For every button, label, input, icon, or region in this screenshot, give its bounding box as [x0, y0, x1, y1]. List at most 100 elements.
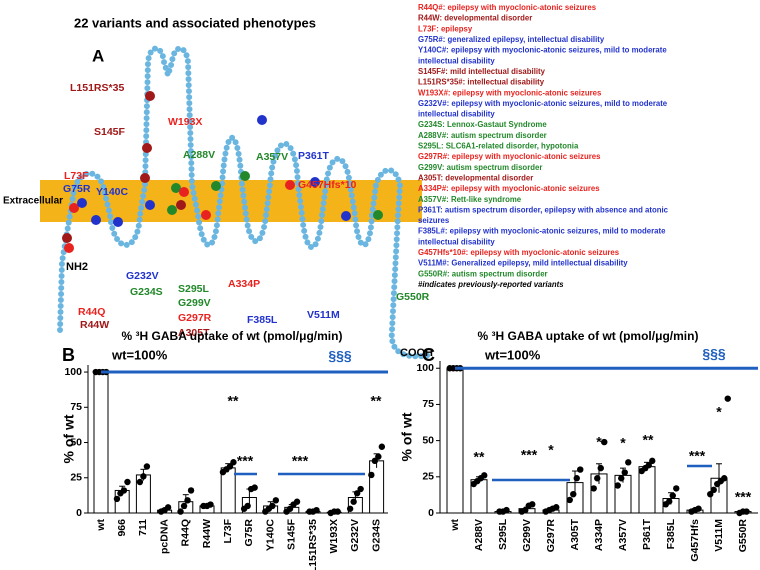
chart-title: % ³H GABA uptake of wt (pmol/μg/min)	[478, 329, 699, 343]
membrane-label: Extracellular	[3, 196, 63, 207]
data-point	[244, 502, 251, 510]
x-tick-label: G299V	[521, 519, 533, 552]
data-point	[721, 475, 728, 482]
variant-dot	[77, 198, 87, 208]
data-point	[577, 466, 584, 473]
x-tick-label: S295L	[497, 518, 509, 550]
annotation: **	[371, 393, 382, 409]
data-point	[184, 497, 191, 504]
data-point	[573, 475, 580, 482]
variant-dot	[373, 210, 383, 220]
legend-entry: G457Hfs*10#: epilepsy with myoclonic-ato…	[418, 248, 620, 257]
variant-label: G297R	[178, 312, 212, 324]
data-point	[371, 457, 379, 465]
variant-label: F385L	[247, 314, 278, 326]
y-tick-label: 25	[70, 472, 82, 484]
data-point	[649, 457, 656, 465]
legend-entry: L73F: epilepsy	[418, 24, 473, 33]
legend-entry: R44Q#: epilepsy with myoclonic-atonic se…	[418, 3, 597, 12]
data-point	[293, 498, 301, 505]
data-point	[357, 485, 364, 493]
diagram-title: 22 variants and associated phenotypes	[74, 15, 316, 30]
variant-label: R44Q	[78, 306, 105, 318]
data-point	[353, 490, 361, 497]
variant-dot	[257, 115, 267, 125]
variant-dot	[113, 217, 123, 227]
x-tick-label: R44W	[201, 519, 213, 548]
y-tick-label: 75	[70, 401, 82, 413]
data-point	[594, 475, 601, 482]
variant-label: S295L	[178, 283, 210, 295]
variant-label: G75R	[63, 183, 91, 195]
x-tick-label: A357V	[617, 519, 629, 551]
legend-entry: G550R#: autism spectrum disorder	[418, 269, 548, 278]
data-point	[645, 462, 652, 469]
variant-dot	[310, 177, 320, 187]
data-point	[743, 508, 750, 515]
x-tick-label: S145F	[286, 518, 298, 550]
legend-entry: A334P#: epilepsy with myoclonic-atonic s…	[418, 184, 600, 193]
data-point	[601, 438, 608, 446]
annotation: **	[643, 432, 654, 448]
variant-dot	[145, 91, 155, 101]
annotation: **	[228, 393, 239, 409]
protein-chain	[57, 45, 433, 360]
data-point	[286, 505, 294, 512]
x-tick-label: wt	[449, 519, 461, 532]
x-tick-label: G457Hfs	[689, 519, 701, 562]
variant-label: W193X	[168, 116, 202, 128]
legend-entry: A357V#: Rett-like syndrome	[418, 195, 522, 204]
data-point	[177, 508, 184, 515]
data-point	[566, 496, 573, 504]
legend-entry: R44W: developmental disorder	[418, 14, 532, 23]
data-point	[140, 473, 147, 480]
legend-entry: S145F#: mild intellectual disability	[418, 67, 546, 76]
x-tick-label: V511M	[713, 519, 725, 552]
data-point	[334, 508, 341, 515]
y-tick-label: 50	[70, 436, 82, 448]
data-point	[597, 464, 604, 472]
variant-label: Y140C	[96, 186, 129, 198]
data-point	[120, 487, 128, 494]
data-point	[695, 505, 702, 512]
data-point	[272, 497, 280, 504]
x-tick-label: G234S	[370, 519, 382, 552]
legend-entry: P361T: autism spectrum disorder, epileps…	[418, 205, 669, 214]
data-point	[724, 395, 731, 402]
data-point	[625, 459, 632, 466]
legend-entry: F385L#: epilepsy with myoclonic-atonic s…	[418, 227, 666, 236]
x-tick-label: L151RS*35	[307, 519, 319, 570]
variant-label: A334P	[228, 278, 260, 290]
annotation: ***	[521, 447, 538, 463]
variant-dot	[211, 181, 221, 191]
x-tick-label: 966	[116, 519, 128, 537]
x-tick-label: F385L	[665, 518, 677, 549]
y-tick-label: 25	[422, 471, 434, 483]
panel-label: B	[62, 345, 75, 365]
panel-label: C	[422, 345, 435, 365]
c-terminus: COOH	[400, 347, 433, 359]
x-tick-label: 711	[137, 519, 149, 536]
x-tick-label: R44Q	[180, 519, 192, 546]
data-point	[529, 501, 536, 508]
data-point	[614, 482, 621, 489]
annotation: ***	[689, 448, 706, 464]
data-point	[570, 490, 577, 498]
data-point	[313, 506, 320, 514]
data-point	[553, 504, 560, 511]
annotation: *	[620, 435, 626, 451]
variant-label: G299V	[178, 297, 211, 309]
annotation: ***	[237, 453, 254, 469]
data-point	[707, 490, 714, 498]
legend-entry: G299V: autism spectrum disorder	[418, 163, 542, 172]
variant-label: L73F	[64, 170, 89, 182]
data-point	[378, 443, 386, 450]
legend-entry: intellectual disability	[418, 237, 495, 246]
variant-dots	[62, 91, 383, 253]
annotation: §§§	[702, 346, 726, 362]
x-tick-label: A288V	[473, 519, 485, 551]
x-tick-label: L73F	[222, 518, 234, 543]
annotation: wt=100%	[484, 347, 541, 362]
data-point	[522, 506, 529, 514]
data-point	[226, 463, 234, 470]
